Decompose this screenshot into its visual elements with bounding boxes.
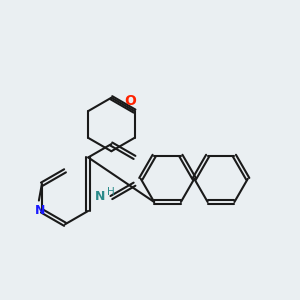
Text: N: N [35, 204, 46, 218]
Text: H: H [107, 187, 115, 196]
Text: N: N [94, 190, 105, 202]
Text: O: O [124, 94, 136, 108]
